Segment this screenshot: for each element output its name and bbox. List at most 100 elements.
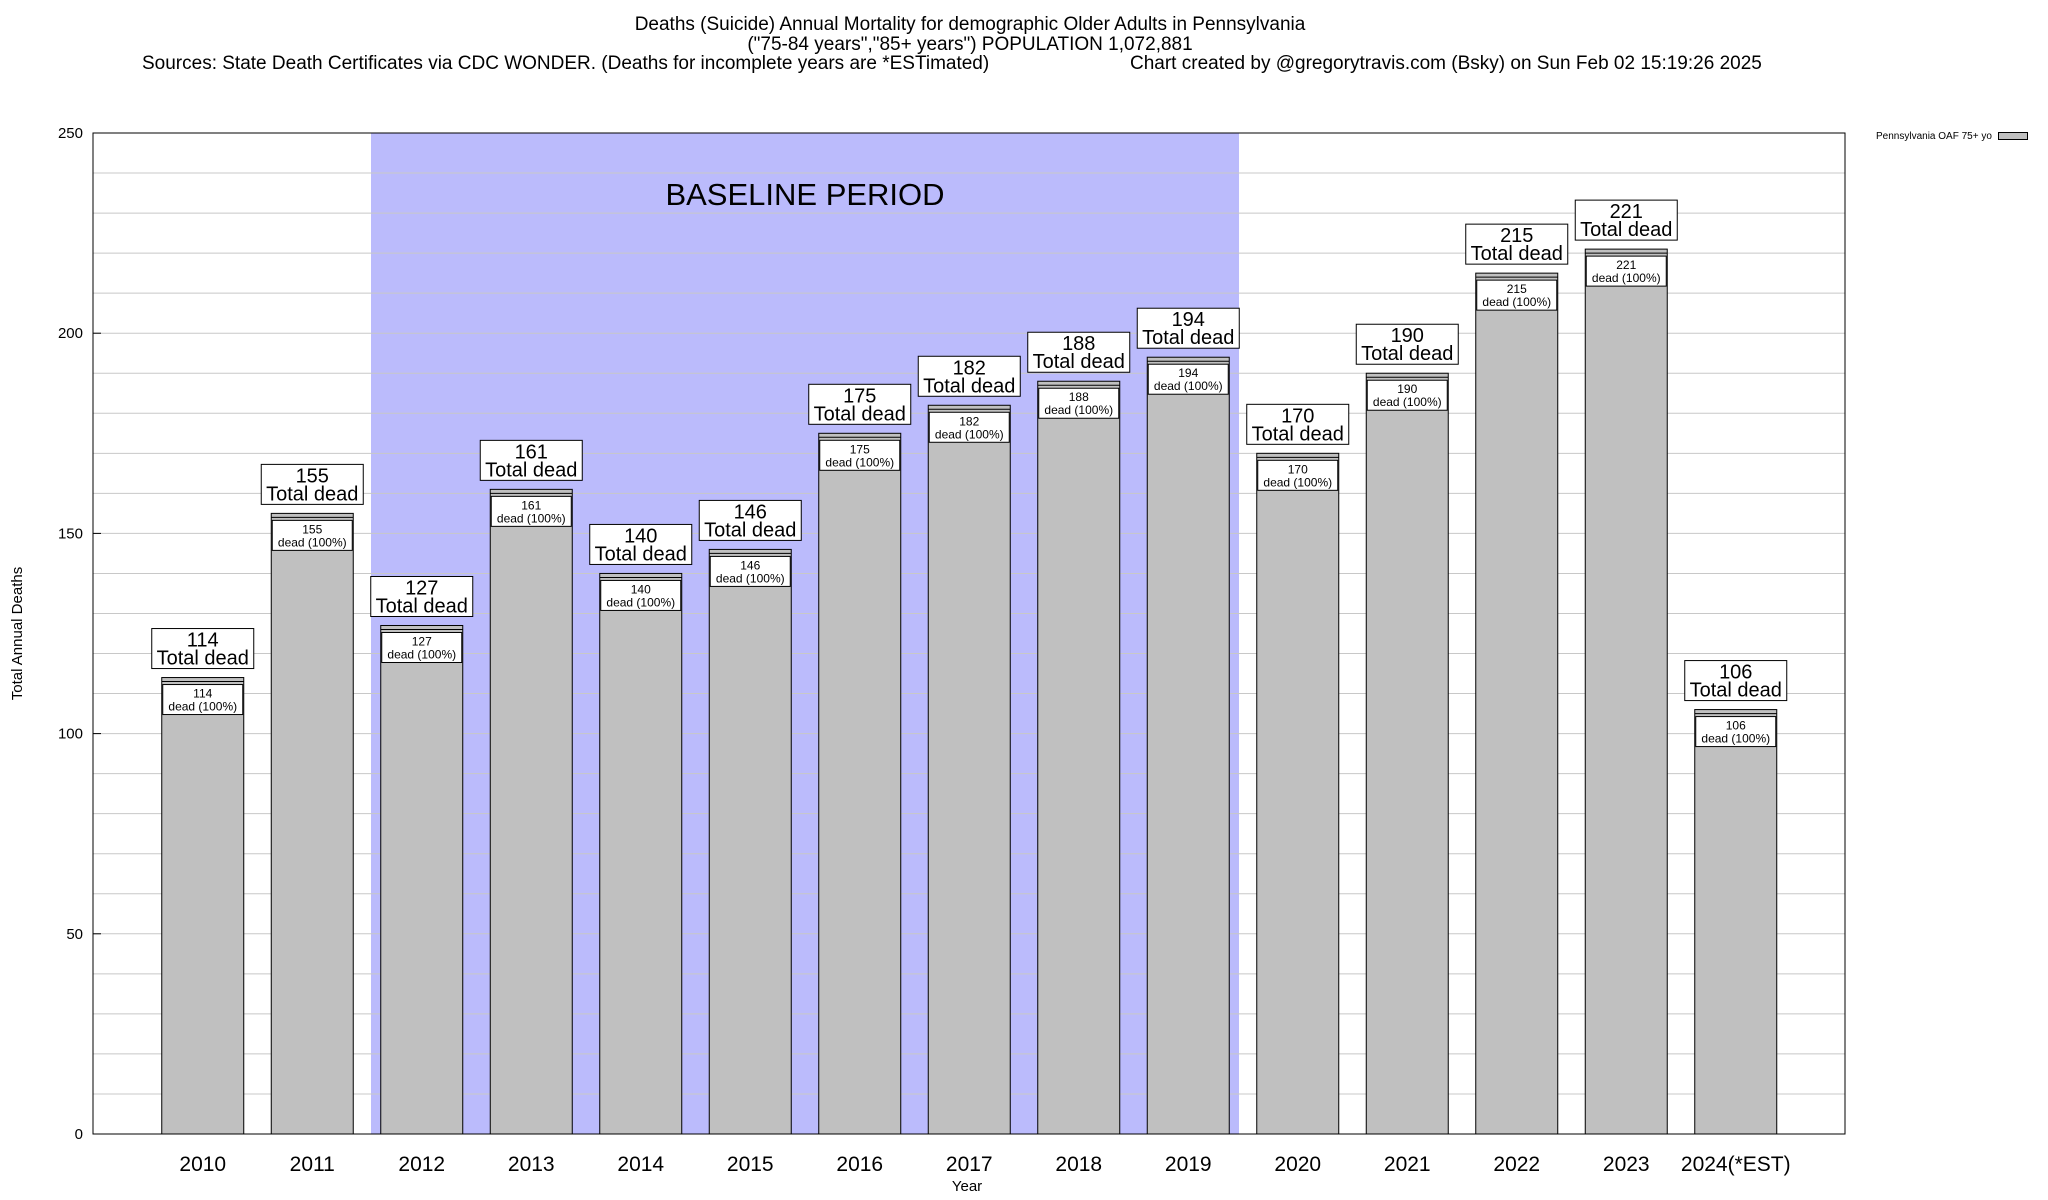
y-tick-label: 0 [75, 1126, 83, 1143]
top-label-box [1574, 199, 1678, 241]
top-label-box [589, 523, 693, 565]
top-label-box [1027, 331, 1131, 373]
x-tick-label: 2014 [617, 1153, 664, 1176]
legend-label: Pennsylvania OAF 75+ yo [1876, 131, 1992, 142]
top-label-box [1246, 403, 1350, 445]
plot-frame [92, 132, 1846, 1135]
x-tick-label: 2010 [179, 1153, 226, 1176]
inner-label-value: 188 [1069, 390, 1089, 404]
top-label-box [1465, 223, 1569, 265]
top-label-text: Total dead [1690, 680, 1782, 702]
top-label-value: 140 [624, 525, 657, 547]
top-label-text: Total dead [485, 459, 577, 481]
chart-subtitle: ("75-84 years","85+ years") POPULATION 1… [747, 34, 1193, 55]
baseline-label: BASELINE PERIOD [665, 177, 944, 212]
y-tick-label: 150 [58, 525, 83, 542]
bar [489, 488, 573, 1135]
top-label-text: Total dead [1033, 351, 1125, 373]
inner-label-value: 170 [1288, 462, 1308, 476]
inner-label-text: dead (100%) [935, 427, 1004, 441]
top-label-box [917, 355, 1021, 397]
inner-label-box [819, 439, 901, 471]
top-label-box [808, 383, 912, 425]
top-label-value: 215 [1500, 225, 1533, 247]
legend-swatch [1997, 132, 2028, 141]
inner-label-value: 161 [521, 498, 541, 512]
inner-label-box [1366, 379, 1448, 411]
inner-label-text: dead (100%) [1701, 732, 1770, 746]
inner-label-value: 190 [1397, 382, 1417, 396]
bar [599, 572, 683, 1135]
top-label-value: 194 [1172, 309, 1205, 331]
x-tick-label: 2022 [1493, 1153, 1540, 1176]
x-axis-label: Year [952, 1178, 982, 1195]
inner-label-value: 140 [631, 582, 651, 596]
top-label-text: Total dead [376, 595, 468, 617]
inner-label-box [490, 495, 572, 527]
top-label-text: Total dead [595, 543, 687, 565]
inner-label-text: dead (100%) [278, 535, 347, 549]
top-label-text: Total dead [1471, 243, 1563, 265]
top-label-value: 221 [1610, 201, 1643, 223]
inner-label-value: 155 [302, 522, 322, 536]
chart-credit: Chart created by @gregorytravis.com (Bsk… [1130, 53, 1762, 74]
bar [1365, 372, 1449, 1135]
bar [1256, 452, 1340, 1135]
bar [708, 548, 792, 1135]
inner-label-text: dead (100%) [1044, 403, 1113, 417]
x-tick-label: 2024(*EST) [1681, 1153, 1791, 1176]
top-label-text: Total dead [1361, 343, 1453, 365]
top-label-text: Total dead [1580, 219, 1672, 241]
inner-label-text: dead (100%) [606, 595, 675, 609]
inner-label-value: 182 [959, 414, 979, 428]
top-label-box [370, 575, 474, 617]
inner-label-value: 127 [412, 634, 432, 648]
inner-label-box [1695, 716, 1777, 748]
legend: Pennsylvania OAF 75+ yo [1876, 131, 2028, 142]
bar [161, 677, 245, 1135]
inner-label-text: dead (100%) [1263, 475, 1332, 489]
top-label-text: Total dead [1142, 327, 1234, 349]
bar [380, 624, 464, 1135]
top-label-value: 146 [734, 501, 767, 523]
inner-label-box [1476, 279, 1558, 311]
inner-label-text: dead (100%) [168, 700, 237, 714]
bar [1146, 356, 1230, 1135]
top-label-box [260, 463, 364, 505]
inner-label-value: 114 [193, 687, 212, 701]
inner-label-box [1585, 255, 1667, 287]
top-label-box [479, 439, 583, 481]
top-label-value: 127 [405, 577, 438, 599]
inner-label-text: dead (100%) [1373, 395, 1442, 409]
y-tick-label: 200 [58, 325, 83, 342]
top-label-text: Total dead [1252, 423, 1344, 445]
bar [1584, 248, 1668, 1135]
top-label-text: Total dead [923, 375, 1015, 397]
top-label-text: Total dead [814, 403, 906, 425]
x-tick-label: 2015 [727, 1153, 774, 1176]
top-label-value: 155 [296, 465, 329, 487]
top-label-value: 161 [515, 441, 548, 463]
y-axis-label: Total Annual Deaths [9, 567, 26, 700]
inner-label-text: dead (100%) [1482, 295, 1551, 309]
inner-label-text: dead (100%) [716, 571, 785, 585]
top-label-value: 175 [843, 385, 876, 407]
inner-label-box [928, 411, 1010, 443]
top-label-value: 106 [1719, 662, 1752, 684]
top-label-text: Total dead [266, 483, 358, 505]
top-label-box [698, 499, 802, 541]
top-label-value: 114 [187, 630, 219, 652]
x-tick-label: 2016 [836, 1153, 883, 1176]
x-tick-label: 2011 [290, 1153, 335, 1176]
top-label-box [151, 628, 255, 670]
inner-label-box [162, 684, 244, 716]
inner-label-box [1038, 387, 1120, 419]
bar [1694, 709, 1778, 1135]
x-tick-label: 2023 [1603, 1153, 1650, 1176]
x-tick-label: 2017 [946, 1153, 993, 1176]
top-label-value: 190 [1391, 325, 1424, 347]
y-tick-label: 50 [66, 926, 83, 943]
chart-title: Deaths (Suicide) Annual Mortality for de… [634, 14, 1306, 35]
x-tick-label: 2019 [1165, 1153, 1212, 1176]
